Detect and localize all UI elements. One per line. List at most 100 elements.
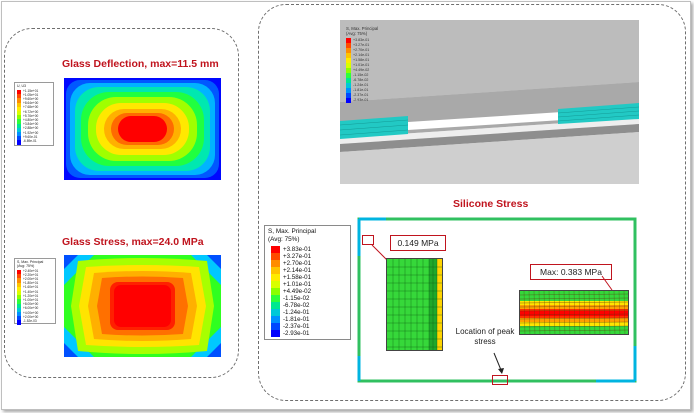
corner-mesh-graphic xyxy=(387,259,442,350)
deflection-legend-swatch xyxy=(17,140,21,145)
joint-3d-legend-swatch xyxy=(346,58,351,63)
corner-stress-callout: 0.149 MPa xyxy=(390,235,446,251)
silicone-legend-header: S, Max. Principal xyxy=(268,228,316,235)
joint-3d-legend-swatch xyxy=(346,78,351,83)
peak-location-box xyxy=(492,375,508,385)
glass-stress-legend-swatch xyxy=(17,282,21,287)
silicone-stress-legend: S, Max. Principal (Avg: 75%) +3.83e-01 +3… xyxy=(264,225,351,340)
joint-3d-legend-value: -1.24e-01 xyxy=(353,82,369,87)
deflection-legend-value: +9.60e+00 xyxy=(23,96,39,101)
silicone-legend-value: +1.01e-01 xyxy=(283,280,312,288)
glass-deflection-title: Glass Deflection, max=11.5 mm xyxy=(62,58,219,70)
glass-stress-legend-swatch xyxy=(17,316,21,321)
glass-stress-legend-value: +2.20e+01 xyxy=(23,272,39,277)
joint-3d-legend-swatch xyxy=(346,53,351,58)
joint-3d-graphic xyxy=(340,20,639,184)
silicone-legend-value: -2.93e-01 xyxy=(283,329,310,337)
glass-stress-legend-swatch xyxy=(17,270,21,275)
deflection-legend-value: +1.15e+01 xyxy=(23,88,39,93)
joint-3d-legend-subheader: (Avg: 75%) xyxy=(346,31,368,36)
silicone-legend-value: +2.70e-01 xyxy=(283,259,312,267)
glass-stress-legend-value: +1.40e+01 xyxy=(23,289,39,294)
peak-stress-note: Location of peak stress xyxy=(455,327,515,346)
deflection-legend-value: +9.60e-01 xyxy=(23,134,38,139)
deflection-legend-value: +1.05e+01 xyxy=(23,92,39,97)
joint-3d-legend-swatch xyxy=(346,73,351,78)
deflection-legend-value: +4.80e+00 xyxy=(23,117,39,122)
joint-3d-legend-value: +2.14e-01 xyxy=(353,52,370,57)
joint-3d-legend-value: +2.70e-01 xyxy=(353,47,370,52)
glass-stress-legend-value: +1.00e+01 xyxy=(23,297,39,302)
joint-3d-legend-value: +3.27e-01 xyxy=(353,42,370,47)
deflection-legend-swatch xyxy=(17,115,21,120)
glass-stress-legend-swatch xyxy=(17,274,21,279)
glass-stress-legend-value: +2.40e+01 xyxy=(23,268,39,273)
deflection-legend-header: U, U3 xyxy=(17,84,26,88)
glass-stress-legend-value: +1.20e+01 xyxy=(23,293,39,298)
silicone-legend-value: -6.78e-02 xyxy=(283,301,310,309)
glass-stress-legend-value: +4.00e+00 xyxy=(23,310,39,315)
silicone-legend-subheader: (Avg: 75%) xyxy=(268,236,300,243)
deflection-legend-value: +8.64e+00 xyxy=(23,101,39,106)
joint-3d-legend-swatch xyxy=(346,93,351,98)
deflection-legend-swatch xyxy=(17,106,21,111)
corner-mesh-detail xyxy=(386,258,443,351)
deflection-legend-swatch xyxy=(17,123,21,128)
silicone-legend-value: +3.83e-01 xyxy=(283,245,312,253)
glass-stress-legend-swatch xyxy=(17,291,21,296)
glass-stress-legend-swatch xyxy=(17,278,21,283)
silicone-legend-value: -2.37e-01 xyxy=(283,322,310,330)
joint-3d-legend-value: +1.58e-01 xyxy=(353,57,370,62)
silicone-legend-value: +3.27e-01 xyxy=(283,252,312,260)
silicone-legend-value: -1.24e-01 xyxy=(283,308,310,316)
silicone-stress-title: Silicone Stress xyxy=(453,198,529,210)
silicone-outline-graphic xyxy=(357,217,637,383)
silicone-legend-value: +1.58e-01 xyxy=(283,273,312,281)
silicone-panel xyxy=(258,4,686,401)
joint-3d-legend-swatch xyxy=(346,83,351,88)
glass-stress-legend-value: +2.00e+00 xyxy=(23,314,39,319)
joint-3d-legend-header: S, Max. Principal xyxy=(346,26,379,31)
joint-3d-legend-value: -2.37e-01 xyxy=(353,92,369,97)
deflection-legend-swatch xyxy=(17,132,21,137)
peak-mesh-detail xyxy=(519,290,629,335)
deflection-legend-swatch xyxy=(17,102,21,107)
joint-3d-legend-swatch xyxy=(346,88,351,93)
silicone-legend-swatch xyxy=(271,260,280,267)
silicone-legend-swatch xyxy=(271,267,280,274)
glass-stress-title: Glass Stress, max=24.0 MPa xyxy=(62,236,204,248)
glass-stress-legend-swatch xyxy=(17,312,21,317)
deflection-legend-value: +6.72e+00 xyxy=(23,109,39,114)
silicone-legend-swatch xyxy=(271,309,280,316)
joint-3d-legend-value: +4.49e-02 xyxy=(353,67,370,72)
deflection-legend-value: +1.92e+00 xyxy=(23,130,39,135)
glass-stress-legend: S, Max. Principal (Avg: 75%) +2.40e+01 +2… xyxy=(14,258,56,325)
silicone-legend-value: +2.14e-01 xyxy=(283,266,312,274)
glass-stress-legend-swatch xyxy=(17,307,21,312)
joint-3d-legend-swatch xyxy=(346,68,351,73)
silicone-legend-swatch xyxy=(271,288,280,295)
corner-highlight-box xyxy=(362,235,374,245)
silicone-legend-swatch xyxy=(271,246,280,253)
deflection-legend-value: +5.76e+00 xyxy=(23,113,39,118)
joint-3d-legend-swatch xyxy=(346,63,351,68)
silicone-legend-swatch xyxy=(271,316,280,323)
silicone-legend-swatch xyxy=(271,295,280,302)
deflection-legend-swatch xyxy=(17,98,21,103)
glass-stress-legend-value: +8.00e+00 xyxy=(23,302,39,307)
glass-stress-legend-swatch xyxy=(17,299,21,304)
deflection-legend-value: +7.68e+00 xyxy=(23,105,39,110)
glass-stress-legend-swatch xyxy=(17,295,21,300)
joint-3d-view: S, Max. Principal (Avg: 75%) +3.83e-01 +3… xyxy=(340,20,639,184)
silicone-legend-swatch xyxy=(271,323,280,330)
joint-3d-legend-value: -1.15e-02 xyxy=(353,72,369,77)
silicone-legend-swatch xyxy=(271,274,280,281)
joint-3d-legend-swatch xyxy=(346,48,351,53)
silicone-legend-value: -1.15e-02 xyxy=(283,294,310,302)
joint-3d-legend-swatch xyxy=(346,43,351,48)
glass-stress-legend-swatch xyxy=(17,286,21,291)
silicone-legend-value: +4.49e-02 xyxy=(283,287,312,295)
joint-3d-legend-value: -2.93e-01 xyxy=(353,97,369,102)
corner-leader-line xyxy=(371,244,389,262)
glass-stress-legend-value: +2.00e+01 xyxy=(23,276,39,281)
